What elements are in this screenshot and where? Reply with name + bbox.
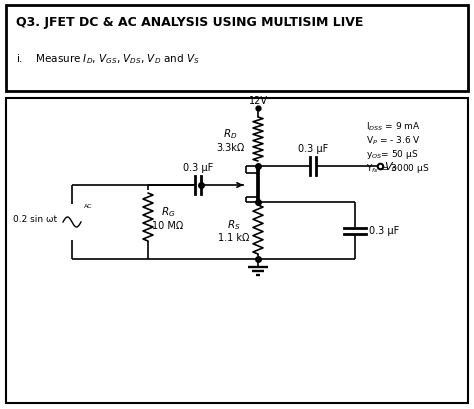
Text: 0.3 μF: 0.3 μF [369, 226, 399, 236]
Text: $R_S$: $R_S$ [227, 218, 241, 232]
Text: 10 MΩ: 10 MΩ [152, 220, 183, 230]
Text: Q3. JFET DC & AC ANALYSIS USING MULTISIM LIVE: Q3. JFET DC & AC ANALYSIS USING MULTISIM… [16, 16, 364, 29]
Text: 1.1 kΩ: 1.1 kΩ [219, 233, 250, 243]
Text: 0.3 μF: 0.3 μF [298, 144, 328, 154]
Text: AC: AC [84, 204, 92, 209]
Text: I$_{DSS}$ = 9 mA: I$_{DSS}$ = 9 mA [366, 121, 420, 133]
Text: y$_{OS}$= 50 μS: y$_{OS}$= 50 μS [366, 148, 418, 161]
Text: Y$_{fs}$ = 3000 μS: Y$_{fs}$ = 3000 μS [366, 162, 429, 175]
Text: i.    Measure $I_D$, $V_{GS}$, $V_{DS}$, $V_D$ and $V_S$: i. Measure $I_D$, $V_{GS}$, $V_{DS}$, $V… [16, 52, 200, 65]
Text: $V_o$: $V_o$ [384, 160, 398, 173]
Bar [6, 99, 468, 403]
Text: 12V: 12V [248, 96, 267, 106]
Text: $R_G$: $R_G$ [161, 204, 175, 218]
Text: $R_D$: $R_D$ [223, 127, 237, 141]
Text: 0.3 μF: 0.3 μF [183, 163, 213, 173]
Text: 3.3kΩ: 3.3kΩ [216, 143, 244, 153]
Text: 0.2 sin ωt: 0.2 sin ωt [13, 215, 57, 224]
Text: V$_P$ = - 3.6 V: V$_P$ = - 3.6 V [366, 135, 421, 147]
Bar [6, 6, 468, 92]
